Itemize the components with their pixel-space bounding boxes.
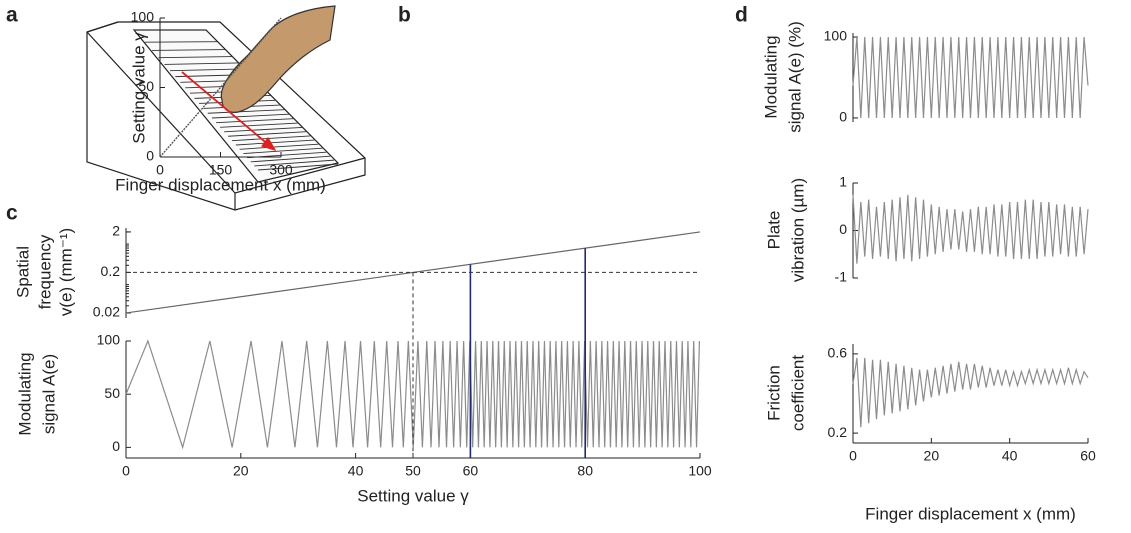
device-illustration <box>86 5 366 211</box>
x-tick-label: 100 <box>688 463 712 479</box>
ridge <box>250 155 331 163</box>
ridge <box>158 56 233 59</box>
y-axis-label: Spatial <box>13 246 32 298</box>
x-tick-label: 20 <box>924 448 940 464</box>
ridge <box>144 41 218 43</box>
x-tick-label: 60 <box>463 463 479 479</box>
ridge <box>211 113 289 119</box>
ridge <box>231 135 311 142</box>
x-tick-label: 0 <box>122 463 130 479</box>
arrow <box>181 71 271 147</box>
finger <box>220 5 336 113</box>
y-tick-label: 0 <box>839 221 847 237</box>
y-axis-label: Friction <box>764 365 783 421</box>
x-tick-label: 0 <box>849 448 857 464</box>
data-line <box>159 17 282 158</box>
y-axis-label: vibration (µm) <box>788 178 807 282</box>
ridge <box>152 49 226 51</box>
x-tick-label: 40 <box>348 463 364 479</box>
y-tick-label: 0.2 <box>101 263 121 279</box>
y-axis-label: signal A(e) (%) <box>785 21 804 132</box>
x-axis-label: Finger displacement x (mm) <box>865 504 1076 523</box>
x-tick-label: 300 <box>269 162 293 178</box>
x-tick-label: 20 <box>233 463 249 479</box>
y-tick-label: 0.2 <box>828 424 848 440</box>
y-tick-label: 100 <box>97 332 121 348</box>
y-axis-label: Setting value γ <box>129 32 148 144</box>
y-axis-label: Modulating <box>761 35 780 118</box>
ridge <box>257 163 339 171</box>
y-tick-label: 100 <box>131 9 155 25</box>
panel-label: c <box>6 202 18 225</box>
ridge <box>224 126 303 133</box>
y-tick-label: 0 <box>112 438 120 454</box>
ridge <box>228 131 307 137</box>
y-axis-label: Modulating <box>15 352 34 435</box>
y-tick-label: 0 <box>146 148 154 164</box>
ridge <box>235 139 315 146</box>
y-tick-label: 2 <box>112 223 120 239</box>
ridge <box>207 109 285 114</box>
data-line <box>852 357 1089 428</box>
ridge <box>239 143 319 150</box>
y-tick-label: -1 <box>835 269 848 285</box>
data-line <box>852 37 1089 118</box>
data-line <box>125 339 701 450</box>
y-tick-label: 0 <box>839 109 847 125</box>
y-tick-label: 0.6 <box>828 345 848 361</box>
y-axis-label: v(e) (mm⁻¹) <box>56 228 75 316</box>
x-tick-label: 0 <box>156 162 164 178</box>
y-tick-label: 50 <box>104 385 120 401</box>
ridge <box>169 68 245 72</box>
y-axis-label: frequency <box>35 234 54 309</box>
x-tick-label: 60 <box>1080 448 1096 464</box>
x-axis-label: Finger displacement x (mm) <box>115 175 326 194</box>
ridge <box>220 122 298 128</box>
panel-label: a <box>6 4 18 27</box>
data-line <box>852 194 1089 264</box>
arrow-head <box>261 136 277 152</box>
x-axis-label: Setting value γ <box>357 486 469 505</box>
y-axis-label: coefficient <box>788 355 807 432</box>
y-axis-label: Plate <box>764 211 783 250</box>
ridge <box>254 159 335 167</box>
y-tick-label: 50 <box>138 78 154 94</box>
ridge <box>216 118 294 124</box>
x-tick-label: 150 <box>209 162 233 178</box>
block-edge <box>86 21 119 33</box>
y-tick-label: 1 <box>839 174 847 190</box>
panel-label: d <box>735 4 748 27</box>
y-axis-label: signal A(e) <box>39 354 58 434</box>
ridge <box>243 147 323 154</box>
y-tick-label: 100 <box>824 28 848 44</box>
x-tick-label: 40 <box>1002 448 1018 464</box>
y-tick-label: 0.02 <box>93 304 120 320</box>
ridge <box>164 62 239 65</box>
x-tick-label: 80 <box>577 463 593 479</box>
x-tick-label: 50 <box>405 463 421 479</box>
panel-label: b <box>398 4 411 27</box>
